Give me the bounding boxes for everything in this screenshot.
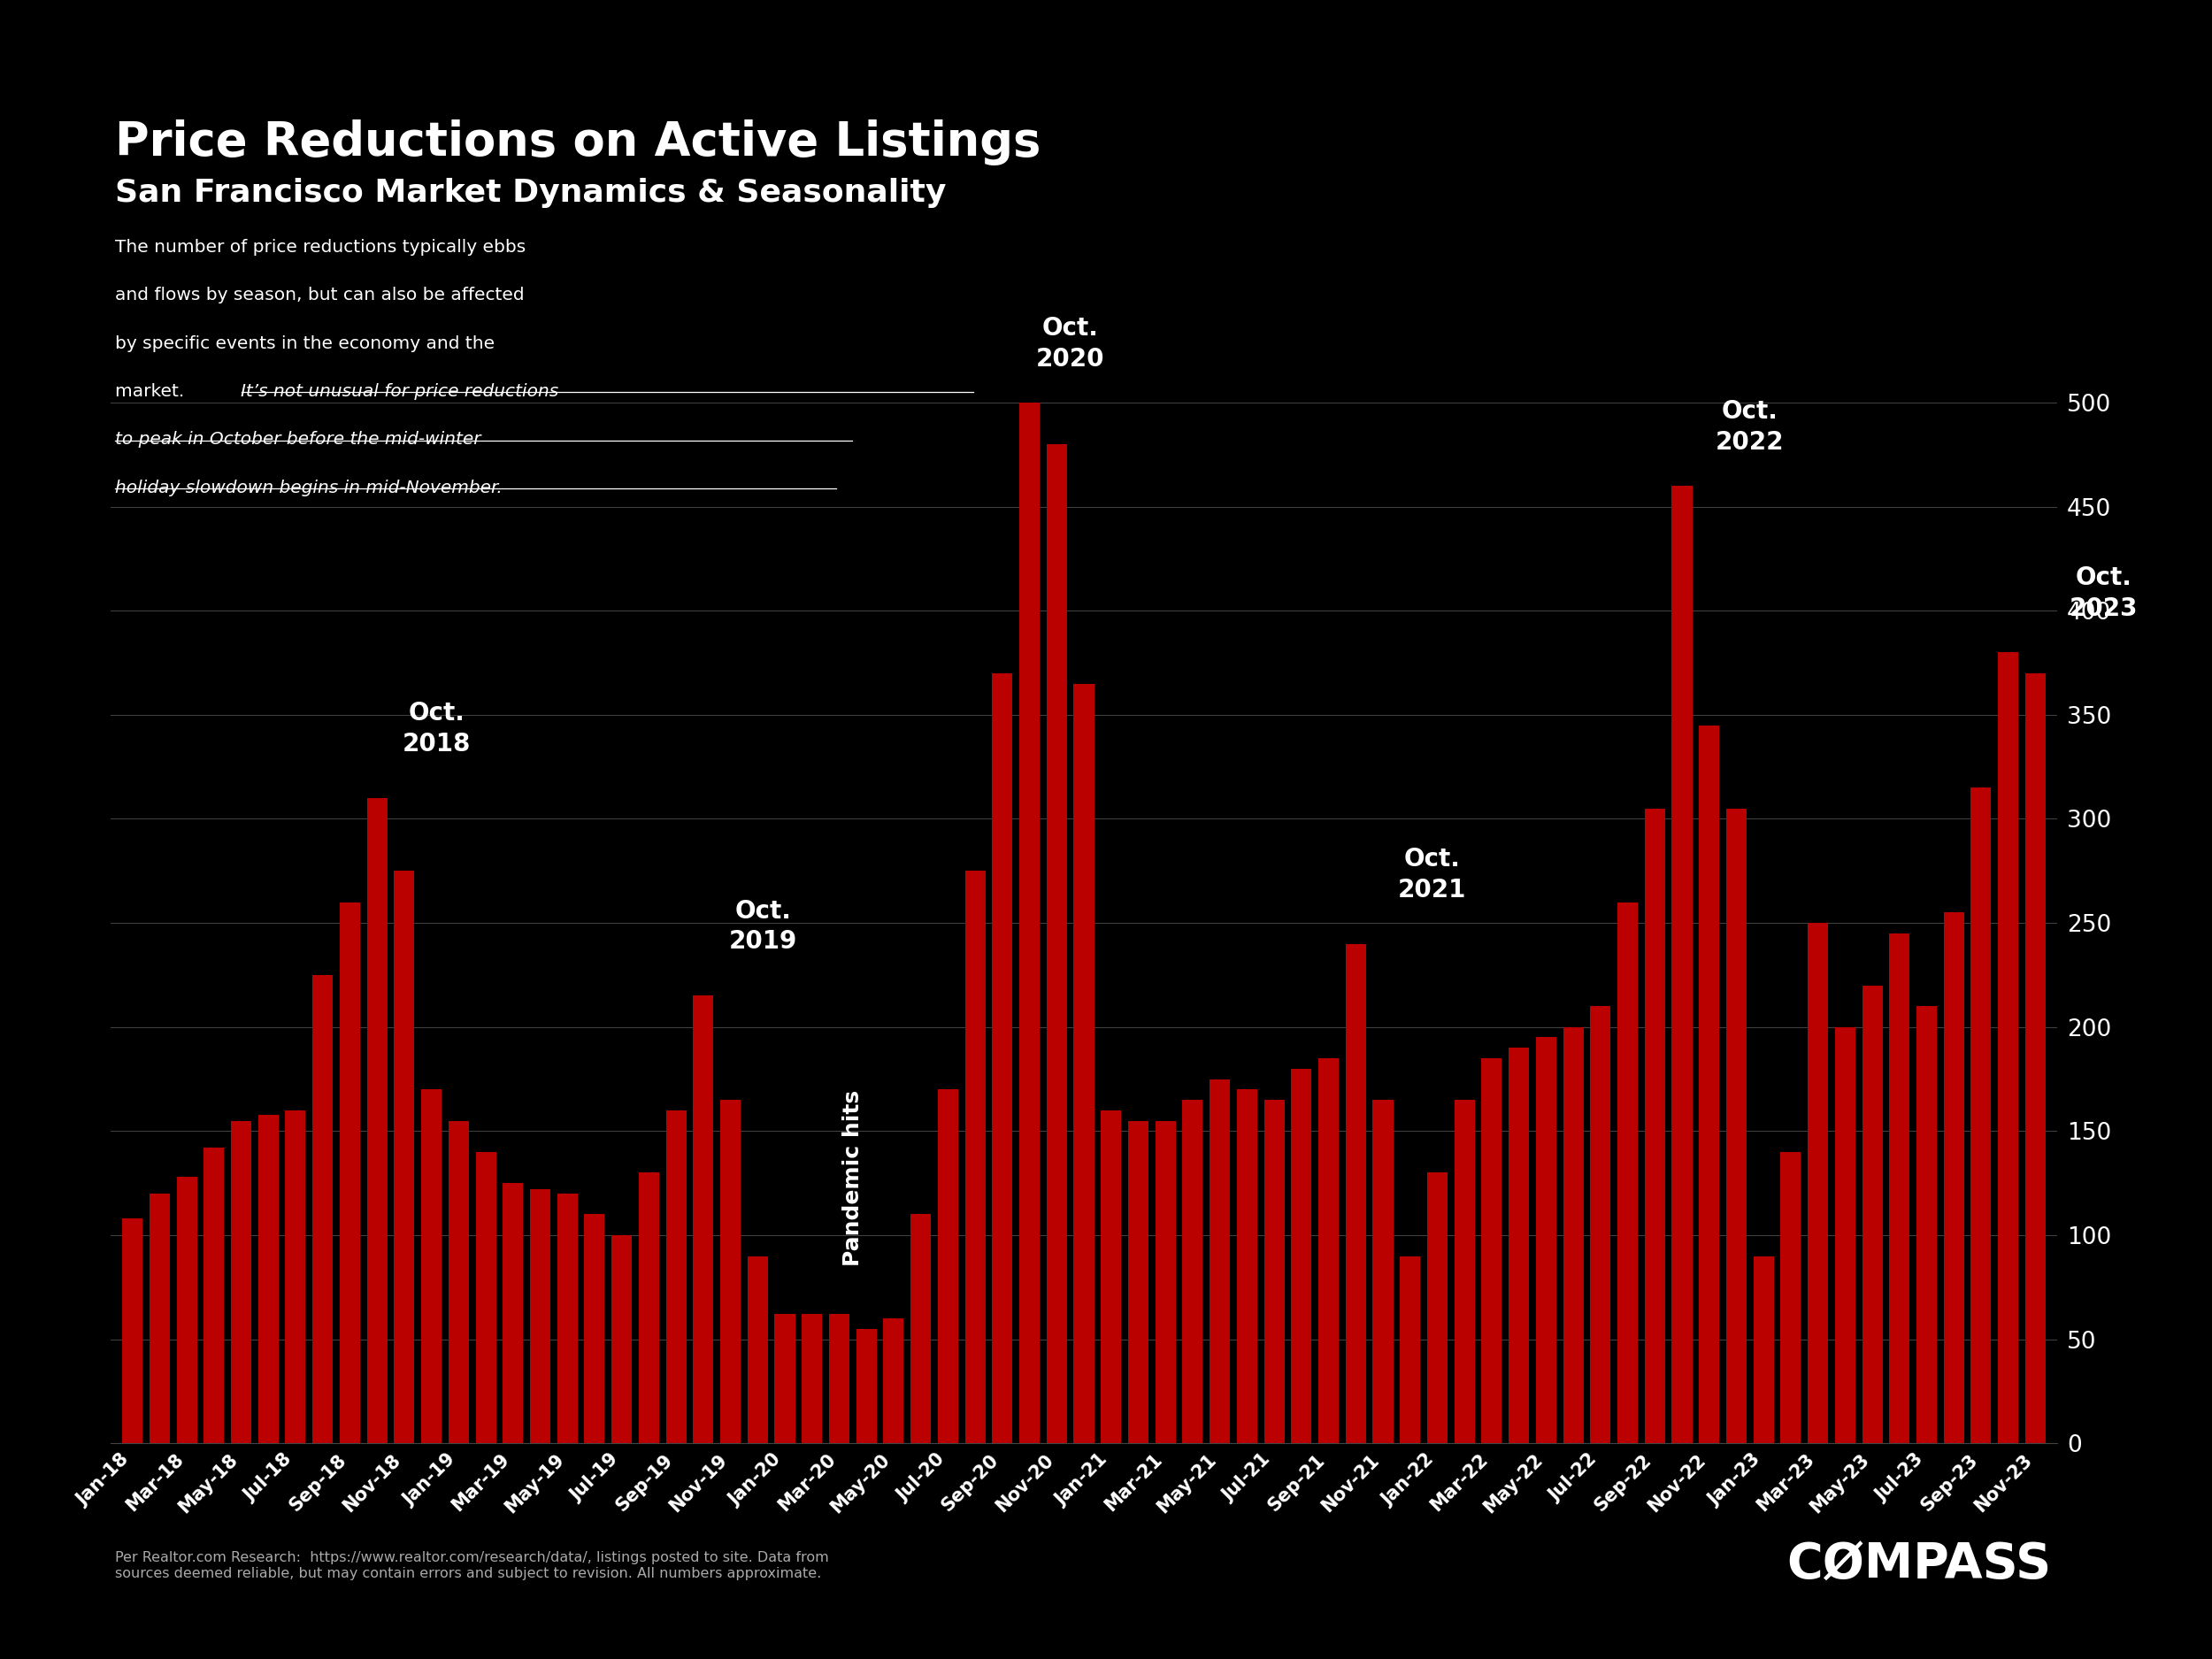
Bar xyxy=(801,1314,823,1443)
Bar xyxy=(1781,1151,1801,1443)
Bar xyxy=(1318,1058,1338,1443)
Bar xyxy=(1889,934,1909,1443)
Text: market.: market. xyxy=(115,383,190,400)
Bar xyxy=(1617,902,1637,1443)
Bar xyxy=(1590,1007,1610,1443)
Bar xyxy=(1482,1058,1502,1443)
Text: Oct.
2023: Oct. 2023 xyxy=(2068,566,2137,620)
Bar xyxy=(1453,1100,1475,1443)
Bar xyxy=(692,995,714,1443)
Bar xyxy=(502,1183,524,1443)
Bar xyxy=(1183,1100,1203,1443)
Text: to peak in October before the mid-winter: to peak in October before the mid-winter xyxy=(115,431,480,448)
Text: Oct.
2022: Oct. 2022 xyxy=(1717,400,1785,455)
Bar xyxy=(1263,1100,1285,1443)
Bar xyxy=(341,902,361,1443)
Bar xyxy=(150,1193,170,1443)
Bar xyxy=(1754,1256,1774,1443)
Bar xyxy=(911,1214,931,1443)
Text: Oct.
2018: Oct. 2018 xyxy=(403,702,471,757)
Bar xyxy=(394,871,414,1443)
Bar xyxy=(883,1319,905,1443)
Bar xyxy=(1400,1256,1420,1443)
Bar xyxy=(2026,674,2046,1443)
Text: Price Reductions on Active Listings: Price Reductions on Active Listings xyxy=(115,119,1042,166)
Text: Oct.
2019: Oct. 2019 xyxy=(730,899,796,954)
Text: holiday slowdown begins in mid-November.: holiday slowdown begins in mid-November. xyxy=(115,479,502,496)
Bar xyxy=(259,1115,279,1443)
Bar xyxy=(993,674,1013,1443)
Bar xyxy=(964,871,984,1443)
Bar xyxy=(1863,985,1882,1443)
Text: and flows by season, but can also be affected: and flows by season, but can also be aff… xyxy=(115,287,524,304)
Text: CØMPASS: CØMPASS xyxy=(1787,1541,2051,1588)
Text: Oct.
2021: Oct. 2021 xyxy=(1398,846,1467,902)
Bar xyxy=(1807,922,1827,1443)
Text: San Francisco Market Dynamics & Seasonality: San Francisco Market Dynamics & Seasonal… xyxy=(115,178,947,207)
Bar xyxy=(204,1148,223,1443)
Bar xyxy=(1944,912,1964,1443)
Bar xyxy=(1725,808,1747,1443)
Bar xyxy=(856,1329,876,1443)
Bar xyxy=(420,1090,442,1443)
Bar xyxy=(1210,1078,1230,1443)
Bar xyxy=(1997,652,2017,1443)
Bar xyxy=(1292,1068,1312,1443)
Bar xyxy=(1535,1037,1557,1443)
Bar xyxy=(1345,944,1367,1443)
Bar xyxy=(1020,403,1040,1443)
Bar xyxy=(611,1236,633,1443)
Bar xyxy=(1699,725,1719,1443)
Bar xyxy=(938,1090,958,1443)
Bar xyxy=(285,1110,305,1443)
Bar xyxy=(1427,1173,1447,1443)
Bar xyxy=(748,1256,768,1443)
Bar xyxy=(1102,1110,1121,1443)
Bar xyxy=(1971,788,1991,1443)
Bar xyxy=(721,1100,741,1443)
Bar xyxy=(666,1110,686,1443)
Bar xyxy=(639,1173,659,1443)
Text: by specific events in the economy and the: by specific events in the economy and th… xyxy=(115,335,495,352)
Bar xyxy=(1564,1027,1584,1443)
Bar xyxy=(1374,1100,1394,1443)
Bar xyxy=(122,1218,142,1443)
Bar xyxy=(557,1193,577,1443)
Bar xyxy=(1916,1007,1938,1443)
Bar xyxy=(230,1121,252,1443)
Bar xyxy=(1644,808,1666,1443)
Text: The number of price reductions typically ebbs: The number of price reductions typically… xyxy=(115,239,526,255)
Bar xyxy=(830,1314,849,1443)
Text: Pandemic hits: Pandemic hits xyxy=(843,1090,863,1266)
Bar xyxy=(584,1214,604,1443)
Bar xyxy=(1509,1048,1528,1443)
Text: It’s not unusual for price reductions: It’s not unusual for price reductions xyxy=(241,383,560,400)
Bar xyxy=(1128,1121,1148,1443)
Bar xyxy=(312,975,332,1443)
Text: Oct.
2020: Oct. 2020 xyxy=(1035,315,1104,372)
Bar xyxy=(774,1314,794,1443)
Bar xyxy=(1155,1121,1175,1443)
Bar xyxy=(1046,445,1066,1443)
Bar xyxy=(449,1121,469,1443)
Bar xyxy=(367,798,387,1443)
Bar xyxy=(177,1176,197,1443)
Bar xyxy=(1836,1027,1856,1443)
Bar xyxy=(531,1190,551,1443)
Bar xyxy=(1672,486,1692,1443)
Text: Per Realtor.com Research:  https://www.realtor.com/research/data/, listings post: Per Realtor.com Research: https://www.re… xyxy=(115,1551,830,1579)
Bar xyxy=(1073,684,1095,1443)
Bar xyxy=(1237,1090,1256,1443)
Bar xyxy=(476,1151,495,1443)
